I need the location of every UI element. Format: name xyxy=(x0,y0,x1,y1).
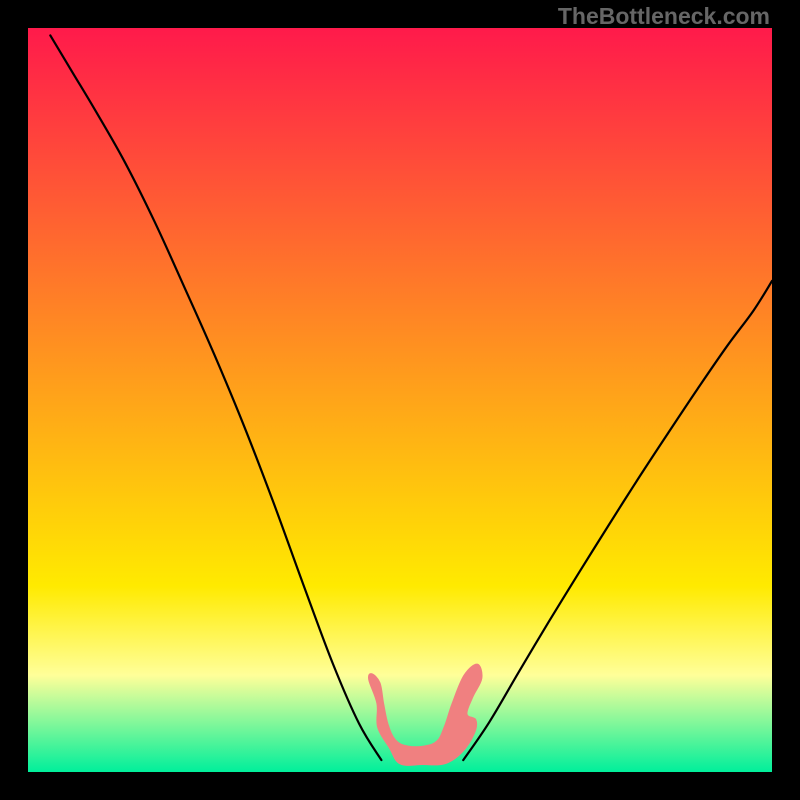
plot-area xyxy=(28,28,772,772)
valley-blob xyxy=(369,664,483,765)
curve-layer xyxy=(28,28,772,772)
chart-stage: TheBottleneck.com xyxy=(0,0,800,800)
watermark-text: TheBottleneck.com xyxy=(558,3,770,30)
curve-right-arm xyxy=(463,281,772,760)
curve-left-arm xyxy=(50,35,381,760)
